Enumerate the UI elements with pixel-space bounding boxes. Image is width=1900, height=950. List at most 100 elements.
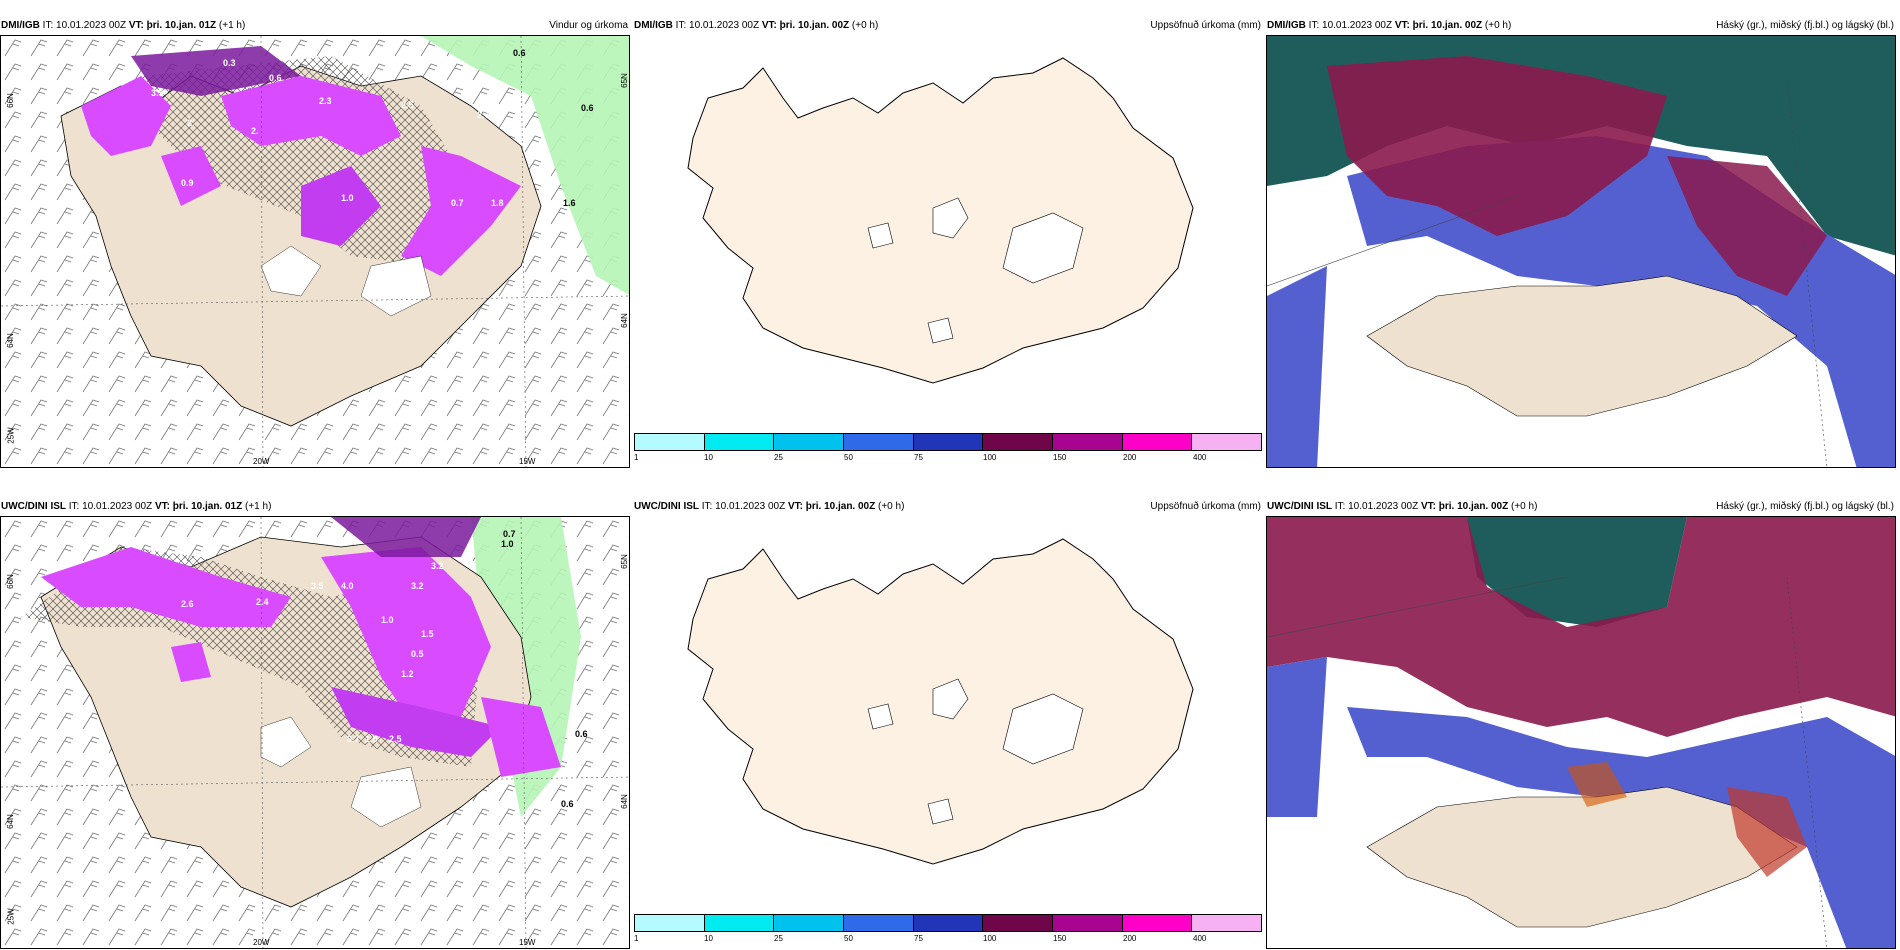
low-cloud-area	[1347, 707, 1895, 948]
precip-label: 3.5	[151, 88, 164, 98]
precip-area-6	[131, 46, 301, 96]
precip-label: 0.6	[269, 73, 282, 83]
precip-label: 2.3	[319, 96, 332, 106]
model-name: UWC/DINI ISL	[634, 501, 699, 512]
glacier-1	[932, 197, 969, 239]
mid-cloud-area	[1327, 56, 1667, 236]
precip-label: 1.8	[491, 198, 504, 208]
legend-tick: 50	[844, 934, 853, 943]
precip-label: 1.8	[365, 734, 378, 744]
glacier-4	[927, 798, 954, 825]
precip-area-6	[481, 697, 561, 777]
precip-label: 1.0	[341, 193, 354, 203]
precip-area-2	[221, 76, 401, 156]
lon-label: 20W	[253, 938, 270, 947]
precip-color-legend	[634, 914, 1262, 932]
precip-label: 0.6	[513, 48, 526, 58]
legend-swatch	[983, 434, 1054, 450]
low-cloud-area	[1267, 657, 1327, 817]
precip-label: 0.6	[561, 799, 574, 809]
lat-label: 64N	[619, 794, 629, 809]
panel-title: Háský (gr.), miðský (fj.bl.) og lágský (…	[1716, 501, 1894, 512]
panel-header: UWC/DINI ISL IT: 10.01.2023 00Z VT: þri.…	[633, 494, 1263, 519]
glacier-2	[360, 255, 432, 317]
legend-tick: 50	[844, 453, 853, 462]
legend-swatch	[774, 915, 845, 931]
precip-area-4	[301, 166, 381, 246]
init-time: IT: 10.01.2023 00Z	[1308, 20, 1393, 31]
lat-label: 65N	[619, 554, 629, 569]
lead-time: (+0 h)	[878, 501, 905, 512]
precip-label: 1.2	[401, 669, 414, 679]
wind-precip-map: 0.3 0.6 3.5 2. 2.3 2.5 2.7 3.8 2. 1.0 0.…	[0, 35, 630, 468]
precip-area-5	[161, 146, 221, 206]
legend-swatch	[983, 915, 1054, 931]
lead-time: (+0 h)	[1511, 501, 1538, 512]
panel-title: Uppsöfnuð úrkoma (mm)	[1150, 501, 1261, 512]
precip-label: 2.4	[256, 597, 269, 607]
lead-time: (+1 h)	[218, 20, 246, 31]
panel-header: UWC/DINI ISL IT: 10.01.2023 00Z VT: þri.…	[1266, 494, 1896, 519]
panel-top-right: DMI/IGB IT: 10.01.2023 00Z VT: þri. 10.j…	[1266, 13, 1896, 468]
glacier-2	[1002, 212, 1084, 284]
legend-swatch	[704, 915, 775, 931]
lon-line-2	[520, 36, 527, 467]
valid-time: VT: þri. 10.jan. 00Z	[787, 501, 876, 512]
iceland-landmass	[1366, 275, 1798, 417]
lon-line-1	[260, 36, 264, 467]
sea-precip-green	[421, 36, 629, 295]
lon-label: 20W	[253, 457, 270, 466]
mid-cloud-area	[1267, 517, 1895, 737]
lon-label: 15W	[519, 457, 536, 466]
panel-top-middle: DMI/IGB IT: 10.01.2023 00Z VT: þri. 10.j…	[633, 13, 1263, 468]
legend-swatch	[774, 434, 845, 450]
legend-tick: 1	[634, 453, 639, 462]
high-cloud-area	[1467, 517, 1687, 627]
legend-tick: 400	[1193, 453, 1207, 462]
glacier-3	[867, 222, 894, 249]
wind-precip-map: 3.2 2.6 2.4 3.5 4.0 3.2 1.0 1.5 0.5 1.2 …	[0, 516, 630, 949]
precip-label: 2.	[251, 126, 259, 136]
legend-tick: 100	[983, 453, 997, 462]
valid-time: VT: þri. 10.jan. 00Z	[1420, 501, 1509, 512]
precip-label: 1.0	[501, 539, 514, 549]
precip-label: 2.7	[477, 110, 490, 120]
precip-label: 3.8	[491, 108, 504, 118]
panel-bottom-left: UWC/DINI ISL IT: 10.01.2023 00Z VT: þri.…	[0, 494, 630, 949]
legend-swatch	[1192, 915, 1262, 931]
lon-label: 25W	[6, 427, 16, 444]
init-time: IT: 10.01.2023 00Z	[68, 501, 153, 512]
legend-tick: 75	[914, 453, 923, 462]
legend-swatch	[844, 915, 914, 931]
grid-line	[1786, 75, 1828, 467]
model-name: UWC/DINI ISL	[1267, 501, 1332, 512]
precip-label: 0.7	[347, 734, 360, 744]
lat-label: 66N	[5, 93, 15, 108]
panel-title: Vindur og úrkoma	[549, 20, 628, 31]
precip-label: 3.5	[311, 581, 324, 591]
panel-bottom-middle: UWC/DINI ISL IT: 10.01.2023 00Z VT: þri.…	[633, 494, 1263, 949]
lon-label: 15W	[519, 938, 536, 947]
init-time: IT: 10.01.2023 00Z	[701, 501, 786, 512]
model-name: DMI/IGB	[1267, 20, 1306, 31]
lat-line	[1, 776, 629, 788]
init-time: IT: 10.01.2023 00Z	[1334, 501, 1419, 512]
precip-area-1	[41, 547, 291, 627]
precip-label: 1.0	[381, 615, 394, 625]
valid-time: VT: þri. 10.jan. 00Z	[1394, 20, 1483, 31]
precip-label: 0.5	[411, 649, 424, 659]
precip-area-3	[401, 146, 521, 276]
precip-label: 3.2	[431, 561, 444, 571]
glacier-1	[260, 245, 322, 297]
lead-time: (+0 h)	[851, 20, 879, 31]
panel-title: Háský (gr.), miðský (fj.bl.) og lágský (…	[1716, 20, 1894, 31]
precip-area-5	[331, 517, 481, 557]
glacier-2	[350, 766, 422, 828]
valid-time: VT: þri. 10.jan. 00Z	[761, 20, 850, 31]
cloud-cover-map	[1266, 516, 1896, 949]
legend-ticks: 1 10 25 50 75 100 150 200 400	[634, 453, 1262, 465]
precip-area-4	[171, 642, 211, 682]
lat-label: 65N	[619, 73, 629, 88]
init-time: IT: 10.01.2023 00Z	[42, 20, 127, 31]
legend-swatch	[1122, 434, 1193, 450]
